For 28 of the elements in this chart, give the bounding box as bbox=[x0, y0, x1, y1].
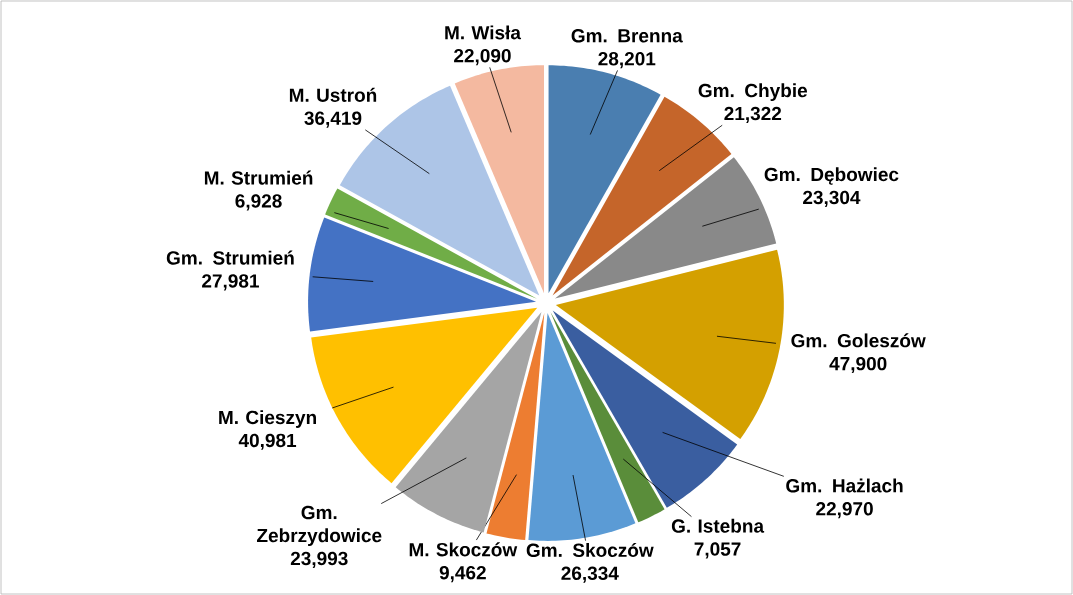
slice-label: M. Strumień bbox=[204, 170, 313, 185]
slice-label: M. Wisła bbox=[445, 25, 522, 40]
slice-label: Gm. Hażlach bbox=[786, 478, 903, 493]
data-label: 22,090 bbox=[454, 48, 511, 66]
data-label: 23,993 bbox=[290, 551, 348, 568]
data-label: 26,334 bbox=[561, 566, 619, 583]
slice-label: Gm. Zebrzydowice bbox=[257, 505, 382, 546]
data-label: 23,304 bbox=[803, 190, 861, 207]
data-label: 47,900 bbox=[829, 356, 887, 374]
slice-label: G. Istebna bbox=[671, 518, 765, 533]
data-label: 36,419 bbox=[304, 111, 362, 128]
slice-label: M. Ustroń bbox=[289, 87, 377, 102]
slice-label: M. Cieszyn bbox=[219, 410, 316, 428]
slice-label: Gm. Chybie bbox=[698, 83, 808, 102]
slice-label: Gm. Brenna bbox=[571, 29, 683, 43]
data-label: 28,201 bbox=[598, 52, 656, 69]
slice-label: Gm. Strumień bbox=[166, 250, 294, 265]
data-label: 6,928 bbox=[235, 194, 282, 211]
data-label: 9,462 bbox=[439, 565, 486, 583]
slice-label: Gm. Dębowiec bbox=[764, 167, 899, 185]
slice-label: M. Skoczów bbox=[409, 542, 518, 557]
data-label: 22,970 bbox=[816, 502, 873, 519]
data-label: 7,057 bbox=[694, 542, 741, 559]
data-label: 40,981 bbox=[238, 433, 297, 450]
data-label: 21,322 bbox=[724, 106, 782, 124]
slice-label: Gm. Skoczów bbox=[526, 542, 654, 557]
slice-label: Gm. Goleszów bbox=[791, 333, 926, 348]
data-label: 27,981 bbox=[202, 274, 259, 291]
